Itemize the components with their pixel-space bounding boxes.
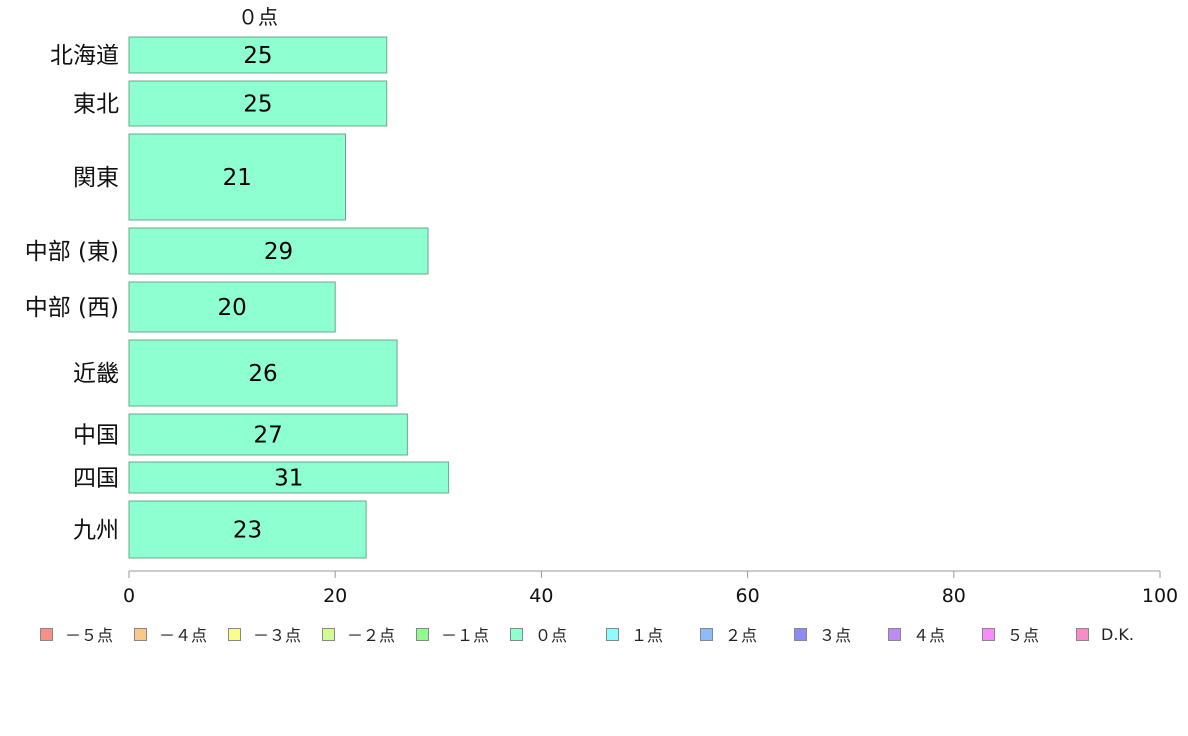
legend-swatch <box>134 627 147 641</box>
bar <box>128 36 388 74</box>
legend-swatch <box>416 627 429 641</box>
series-label: ０点 <box>238 5 278 29</box>
category-label: 中部 (西) <box>25 295 119 321</box>
category-label: 北海道 <box>50 43 119 69</box>
legend-item: １点 <box>606 620 663 648</box>
bar-value-label: 21 <box>223 165 252 191</box>
category-label: 四国 <box>73 466 119 492</box>
bar <box>128 339 398 407</box>
legend-label: －２点 <box>347 626 396 645</box>
legend-item: －５点 <box>40 620 113 648</box>
category-label: 九州 <box>73 518 119 544</box>
legend-label: ３点 <box>819 626 852 645</box>
x-tick-label: 40 <box>529 585 553 607</box>
legend-label: －４点 <box>159 626 208 645</box>
legend-swatch <box>982 627 995 641</box>
x-tick-label: 20 <box>323 585 347 607</box>
category-label: 関東 <box>73 165 119 191</box>
legend-swatch <box>888 627 901 641</box>
legend-swatch <box>606 627 619 641</box>
legend-swatch <box>228 627 241 641</box>
legend-item: －４点 <box>134 620 207 648</box>
bar-value-label: 23 <box>233 518 262 544</box>
legend-swatch <box>40 627 53 641</box>
legend-label: －５点 <box>65 626 114 645</box>
x-tick-label: 60 <box>736 585 760 607</box>
bar <box>128 133 347 221</box>
bar-value-label: 31 <box>274 466 303 492</box>
legend-label: １点 <box>631 626 664 645</box>
bar <box>128 281 336 333</box>
x-tick-label: 80 <box>942 585 966 607</box>
legend-swatch <box>794 627 807 641</box>
legend-item: －２点 <box>322 620 395 648</box>
legend-swatch <box>510 627 523 641</box>
x-axis: 0 20 40 60 80 100 <box>123 570 1178 607</box>
bar-value-label: 25 <box>243 92 272 118</box>
category-label: 近畿 <box>73 361 119 387</box>
legend-swatch <box>322 627 335 641</box>
legend-item: ４点 <box>888 620 945 648</box>
category-label: 中部 (東) <box>25 239 119 265</box>
bar <box>128 461 450 494</box>
legend-label: －３点 <box>253 626 302 645</box>
legend: －５点 －４点 －３点 －２点 －１点 ０点 １点 ２点 ３点 ４点 ５点 D.K. <box>30 620 1180 648</box>
bar <box>128 413 408 456</box>
bar <box>128 80 388 127</box>
legend-label: －１点 <box>441 626 490 645</box>
bar <box>128 500 367 559</box>
legend-label: ０点 <box>535 626 568 645</box>
bar <box>128 227 429 275</box>
legend-label: ２点 <box>725 626 758 645</box>
bar-value-label: 29 <box>264 239 293 265</box>
legend-item: ３点 <box>794 620 851 648</box>
bar-value-label: 25 <box>243 43 272 69</box>
legend-label: D.K. <box>1101 624 1134 644</box>
bar-value-label: 27 <box>254 423 283 449</box>
legend-item: ５点 <box>982 620 1039 648</box>
bar-value-label: 20 <box>217 295 246 321</box>
category-label: 東北 <box>73 92 119 118</box>
legend-swatch <box>1076 627 1089 641</box>
legend-item: ０点 <box>510 620 567 648</box>
legend-item: －３点 <box>228 620 301 648</box>
bars-group: 25 北海道 25 東北 21 関東 29 中部 (東) 20 中部 (西) 26 近畿 27 中国 31 四… <box>25 36 450 559</box>
x-tick-label: 100 <box>1142 585 1178 607</box>
legend-item: －１点 <box>416 620 489 648</box>
bar-value-label: 26 <box>248 361 277 387</box>
legend-swatch <box>700 627 713 641</box>
legend-item: ２点 <box>700 620 757 648</box>
legend-label: ４点 <box>913 626 946 645</box>
x-tick-label: 0 <box>123 585 135 607</box>
legend-item: D.K. <box>1076 620 1134 648</box>
category-label: 中国 <box>73 423 119 449</box>
legend-label: ５点 <box>1007 626 1040 645</box>
